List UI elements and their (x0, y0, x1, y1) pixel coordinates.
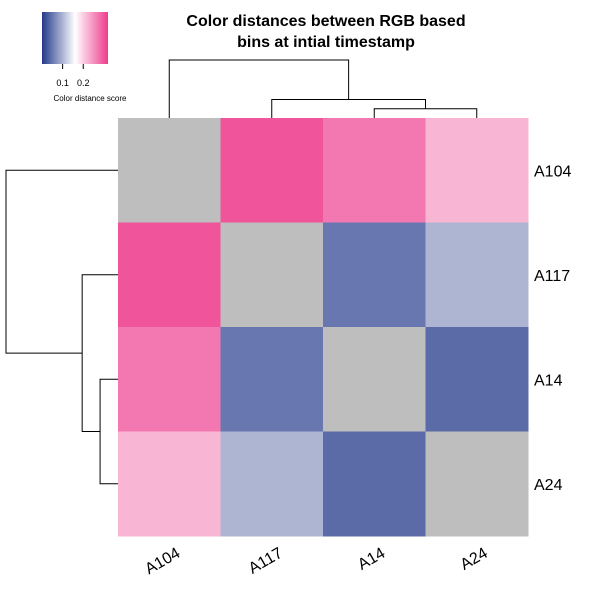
heatmap-cell (323, 327, 426, 432)
heatmap-cell (220, 327, 324, 432)
legend-tick-label: 0.1 (56, 78, 69, 88)
color-scale-bar (42, 12, 108, 64)
heatmap-cell (425, 222, 529, 328)
heatmap-cell (425, 327, 529, 432)
color-scale-title: Color distance score (54, 94, 127, 103)
row-label: A104 (534, 163, 571, 180)
row-dendrogram (5, 169, 118, 485)
column-label: A14 (355, 545, 388, 574)
color-scale-legend: 0.1 0.2 Color distance score (42, 12, 127, 103)
heatmap-cells (118, 118, 529, 537)
heatmap-cell (323, 222, 426, 328)
column-labels: A104 A117 A14 A24 (142, 545, 490, 578)
heatmap-cell (220, 118, 324, 223)
heatmap-cell (323, 431, 426, 537)
heatmap-cell (118, 118, 221, 223)
row-label: A24 (534, 477, 563, 494)
dendrogram-branch (99, 378, 118, 485)
heatmap-cell (323, 118, 426, 223)
column-label: A117 (246, 545, 286, 578)
column-dendrogram (168, 59, 478, 118)
chart-title: Color distances between RGB based bins a… (186, 13, 465, 51)
row-label: A14 (534, 372, 563, 389)
column-label: A104 (142, 545, 183, 578)
legend-tick-label: 0.2 (77, 78, 90, 88)
dendrogram-branch (168, 59, 350, 118)
dendrogram-branch (5, 169, 118, 354)
heatmap-cell (118, 327, 221, 432)
dendrogram-branch (373, 108, 478, 118)
column-label: A24 (458, 545, 491, 574)
chart-title-line-2: bins at intial timestamp (237, 34, 415, 51)
heatmap-cell (118, 222, 221, 328)
chart-title-line-1: Color distances between RGB based (186, 13, 465, 30)
heatmap-cell (425, 431, 529, 537)
heatmap-cell (118, 431, 221, 537)
heatmap-cell (220, 431, 324, 537)
row-label: A117 (534, 268, 570, 285)
row-labels: A104 A117 A14 A24 (534, 163, 571, 494)
heatmap-cell (220, 222, 324, 328)
color-scale-ticks: 0.1 0.2 (56, 64, 90, 88)
heatmap-cell (425, 118, 529, 223)
